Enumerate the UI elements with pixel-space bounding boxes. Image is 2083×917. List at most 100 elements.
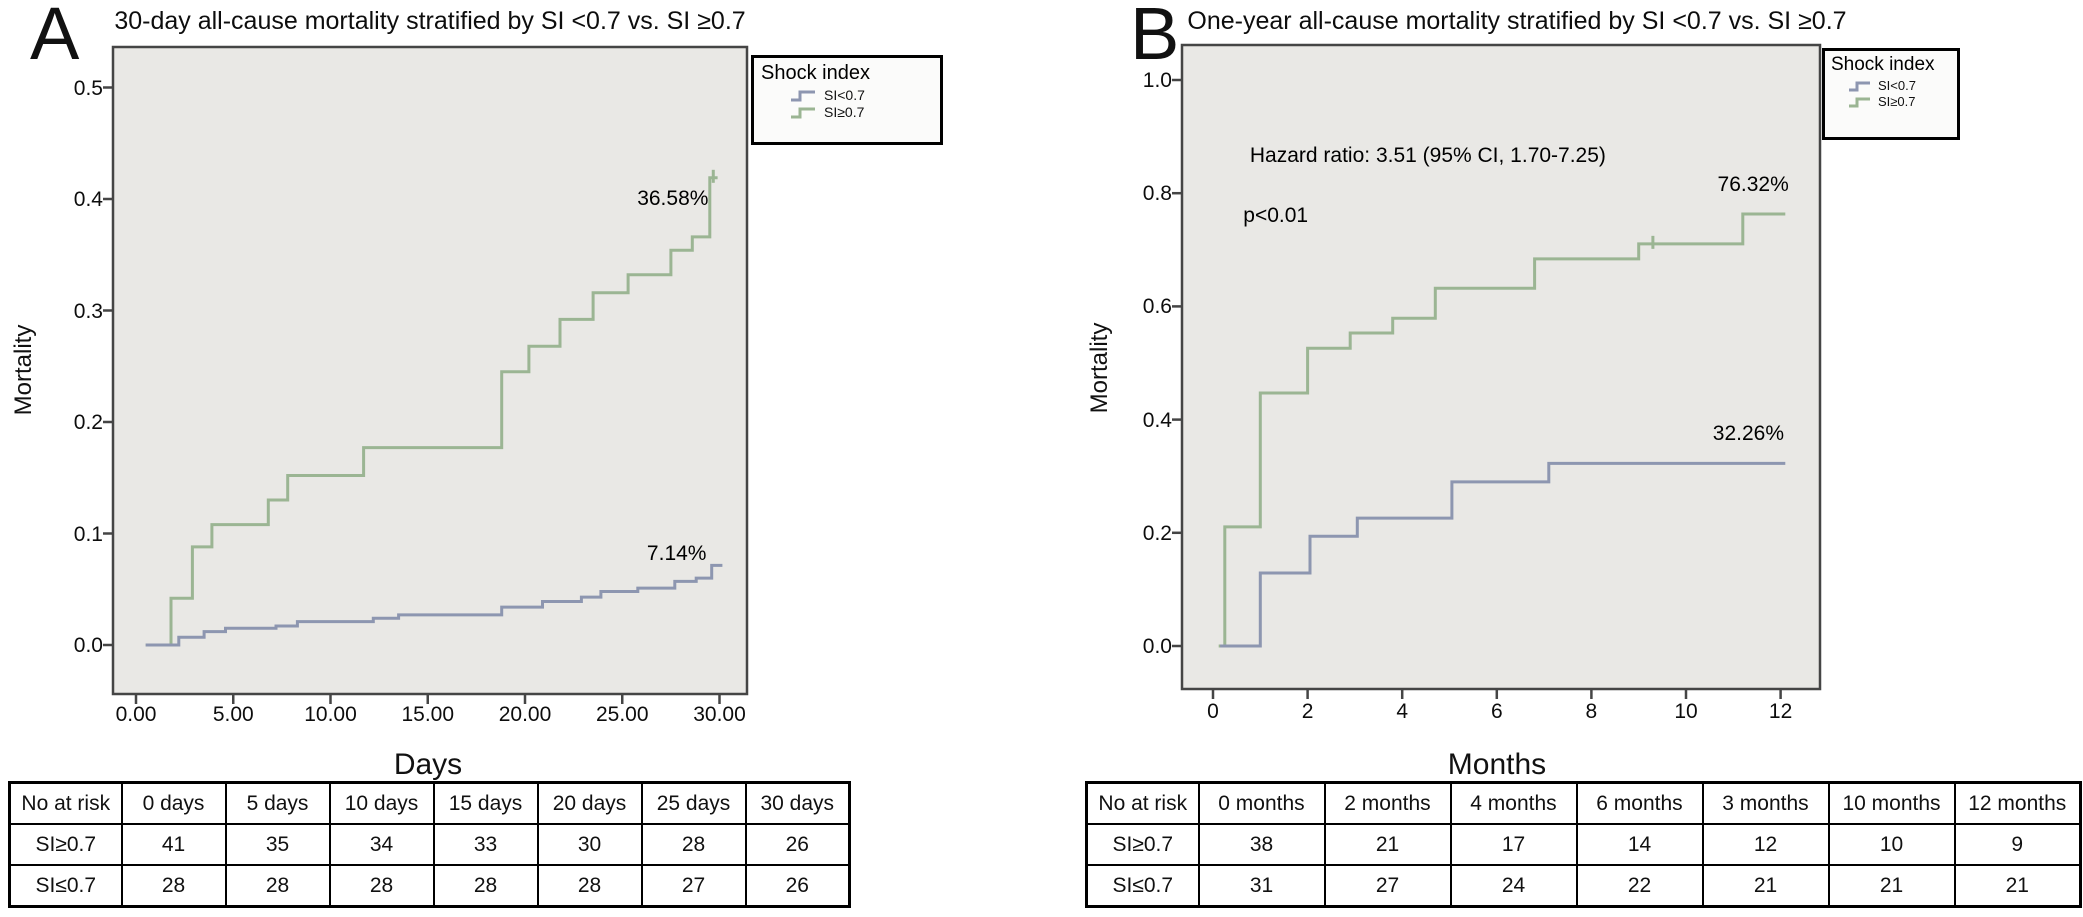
legend-item-si-ge-07: SI≥0.7	[789, 104, 934, 120]
x-tick-label: 6	[1490, 700, 1503, 723]
at-risk-count-cell: 26	[744, 864, 851, 908]
column-header-cell: 15 days	[432, 781, 539, 825]
x-tick-label: 30.00	[693, 703, 746, 726]
x-tick-label: 20.00	[498, 703, 552, 726]
panel-b-title: One-year all-cause mortality stratified …	[1187, 7, 1847, 35]
panel-letter-a: A	[30, 0, 79, 75]
row-header-cell: SI≤0.7	[1085, 864, 1200, 908]
at-risk-count-cell: 10	[1827, 823, 1956, 866]
x-tick-label: 8	[1585, 700, 1598, 723]
at-risk-count-cell: 28	[120, 864, 227, 908]
at-risk-count-cell: 14	[1575, 823, 1704, 866]
column-header-cell: 6 months	[1575, 781, 1704, 825]
y-tick-label: 0.0	[73, 634, 103, 657]
annotation: 36.58%	[637, 187, 709, 210]
at-risk-count-cell: 12	[1701, 823, 1830, 866]
at-risk-count-cell: 21	[1323, 823, 1452, 866]
column-header-cell: 20 days	[536, 781, 643, 825]
legend-item-si-lt-07: SI<0.7	[789, 87, 934, 103]
column-header-cell: 30 days	[744, 781, 851, 825]
y-tick-label: 0.2	[73, 411, 103, 434]
km-step-curve-panel-A-series-1	[145, 563, 723, 647]
at-risk-count-cell: 30	[536, 823, 643, 866]
legend-item-label: SI<0.7	[1878, 77, 1916, 93]
at-risk-count-cell: 28	[536, 864, 643, 908]
plot-area-panel-A	[111, 45, 749, 696]
panel-b-y-axis-label: Mortality	[1086, 322, 1113, 414]
panel-a-title: 30-day all-cause mortality stratified by…	[114, 7, 746, 35]
at-risk-count-cell: 21	[1827, 864, 1956, 908]
km-step-curve-panel-B-series-1	[1220, 461, 1786, 648]
table-header-row: No at risk 0 days 5 days 10 days 15 days 20 d…	[8, 781, 851, 825]
at-risk-count-cell: 35	[224, 823, 331, 866]
x-tick-label: 5.00	[212, 703, 254, 726]
at-risk-count-cell: 17	[1449, 823, 1578, 866]
y-tick-label: 0.6	[1142, 295, 1172, 319]
column-header-cell: 10 months	[1827, 781, 1956, 825]
step-line-icon	[1849, 81, 1870, 92]
at-risk-count-cell: 41	[120, 823, 227, 866]
x-tick-label: 10	[1674, 700, 1698, 723]
annotation: 32.26%	[1712, 421, 1785, 445]
x-tick-label: 12	[1768, 700, 1793, 723]
annotation: 76.32%	[1717, 172, 1789, 196]
at-risk-count-cell: 28	[328, 864, 435, 908]
table-row: SI≤0.7 28 28 28 28 28 27 26	[8, 864, 851, 908]
at-risk-count-cell: 34	[328, 823, 435, 866]
table-row: SI≥0.7 38 21 17 14 12 10 9	[1085, 823, 2082, 866]
row-header-cell: SI≤0.7	[8, 864, 123, 908]
y-tick-label: 0.0	[1142, 635, 1172, 658]
row-header-cell: No at risk	[1085, 781, 1200, 825]
y-tick-label: 0.8	[1142, 182, 1172, 206]
y-tick-label: 0.1	[73, 522, 103, 546]
column-header-cell: 25 days	[640, 781, 747, 825]
annotation: 7.14%	[646, 541, 707, 565]
column-header-cell: 10 days	[328, 781, 435, 825]
y-tick-label: 0.4	[1142, 408, 1172, 432]
x-tick-label: 15.00	[401, 703, 455, 726]
at-risk-count-cell: 27	[1323, 864, 1452, 908]
x-tick-label: 0.00	[115, 703, 157, 726]
legend-item-label: SI≥0.7	[1878, 93, 1916, 109]
at-risk-count-cell: 27	[640, 864, 747, 908]
x-tick-label: 10.00	[304, 703, 357, 726]
column-header-cell: 4 months	[1449, 781, 1578, 825]
column-header-cell: 0 months	[1197, 781, 1326, 825]
x-tick-label: 25.00	[595, 703, 649, 726]
table-row: SI≥0.7 41 35 34 33 30 28 26	[8, 823, 851, 866]
at-risk-count-cell: 26	[744, 823, 851, 866]
number-at-risk-table: No at risk 0 days 5 days 10 days 15 days 20 d…	[8, 781, 851, 908]
at-risk-count-cell: 31	[1197, 864, 1326, 908]
y-tick-label: 0.2	[1142, 521, 1172, 545]
y-tick-label: 0.4	[73, 188, 103, 211]
step-line-icon	[791, 90, 815, 102]
km-step-curve-panel-A-series-0	[145, 176, 718, 647]
step-line-icon	[1849, 97, 1870, 108]
legend-item-si-ge-07: SI≥0.7	[1847, 94, 1953, 109]
panel-letter-b: B	[1130, 0, 1179, 75]
table-row: SI≤0.7 31 27 24 22 21 21 21	[1085, 864, 2082, 908]
column-header-cell: 12 months	[1953, 781, 2082, 825]
at-risk-count-cell: 21	[1953, 864, 2082, 908]
step-line-icon	[791, 107, 815, 119]
table-header-row: No at risk 0 months 2 months 4 months 6 mont…	[1085, 781, 2082, 825]
number-at-risk-table: No at risk 0 months 2 months 4 months 6 mont…	[1085, 781, 2082, 908]
x-tick-label: 2	[1301, 700, 1314, 723]
x-tick-label: 4	[1396, 700, 1409, 723]
legend-item-label: SI≥0.7	[824, 104, 865, 120]
at-risk-count-cell: 28	[432, 864, 539, 908]
row-header-cell: SI≥0.7	[8, 823, 123, 866]
column-header-cell: 2 months	[1323, 781, 1452, 825]
plot-area-panel-B	[1180, 43, 1822, 691]
panel-b-x-axis-label: Months	[1447, 748, 1547, 781]
risk-table-panel-b: No at risk 0 months 2 months 4 months 6 mont…	[1085, 781, 2082, 908]
legend-title: Shock index	[761, 62, 870, 84]
column-header-cell: 0 days	[120, 781, 227, 825]
at-risk-count-cell: 21	[1701, 864, 1830, 908]
panel-a-y-axis-label: Mortality	[10, 324, 37, 416]
legend-item-label: SI<0.7	[824, 87, 865, 103]
x-tick-label: 0	[1207, 700, 1219, 723]
y-tick-label: 0.3	[73, 299, 103, 323]
